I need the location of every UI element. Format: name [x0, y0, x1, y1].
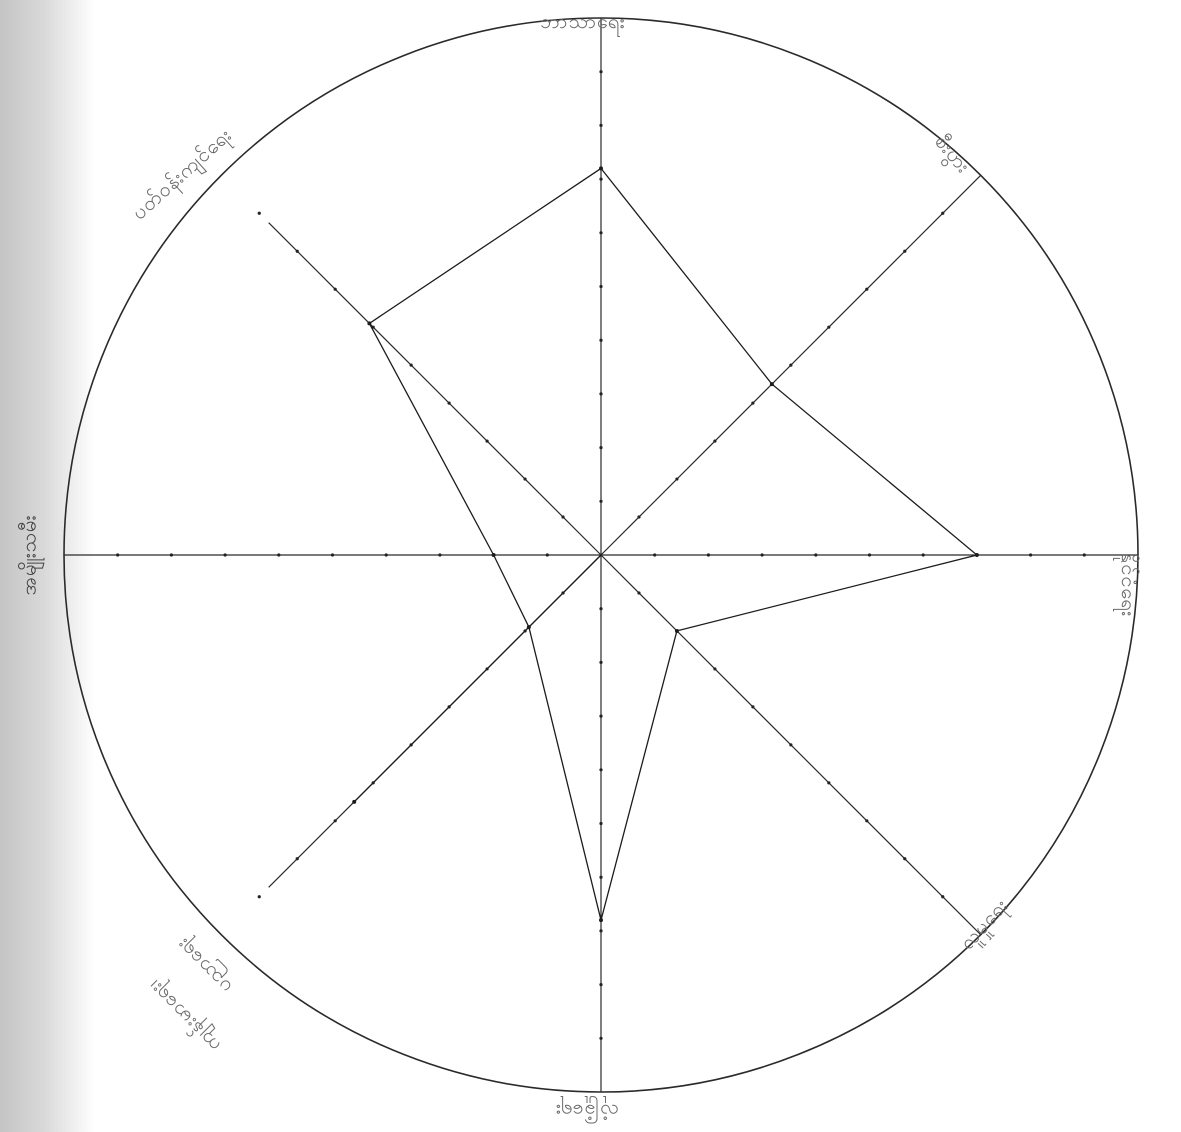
axis-tick-0-1 [599, 499, 603, 503]
axis-tick-7-4 [447, 401, 451, 405]
axis-tick-4-4 [599, 768, 603, 772]
axis-tick-2-3 [760, 553, 764, 557]
axis-tick-4-6 [599, 875, 603, 879]
axis-tick-3-9 [941, 895, 945, 899]
axis-tick-1-5 [789, 363, 793, 367]
axis-tick-1-8 [903, 249, 907, 253]
axis-tick-7-8 [295, 249, 299, 253]
axis-label-top: ဘာသာရေး [540, 9, 626, 33]
axis-tick-2-1 [653, 553, 657, 557]
axis-tick-0-4 [599, 338, 603, 342]
axis-tick-4-8 [599, 983, 603, 987]
axis-tick-3-8 [903, 857, 907, 861]
series-line-1 [353, 554, 602, 803]
series-0-point-1 [769, 382, 774, 387]
series-0-point-0 [599, 166, 603, 171]
axis-tick-0-8 [599, 123, 603, 127]
series-0-point-6 [491, 553, 496, 557]
axis-tick-4-9 [599, 1036, 603, 1040]
axis-tick-6-1 [545, 553, 549, 557]
axis-tick-0-3 [599, 392, 603, 396]
series-1-point-5 [352, 799, 357, 804]
series-0-point-2 [974, 553, 979, 557]
axis-tick-0-9 [599, 70, 603, 74]
axis-tick-1-4 [751, 401, 755, 405]
axis-tick-1-6 [827, 325, 831, 329]
axis-tick-6-6 [277, 553, 281, 557]
axis-tick-5-7 [333, 819, 337, 823]
axis-tick-4-5 [599, 821, 603, 826]
axis-tick-4-3 [599, 714, 603, 718]
axis-label-right: နိုင်ငံရေး [1116, 553, 1141, 617]
axis-tick-6-9 [116, 553, 120, 557]
axis-tick-4-7 [599, 929, 603, 933]
axis-tick-7-1 [561, 515, 565, 519]
axis-tick-2-8 [1029, 553, 1033, 557]
axis-tick-1-1 [637, 515, 641, 519]
series-0-point-7 [367, 321, 372, 326]
axis-tick-1-9 [941, 211, 945, 215]
axis-tick-7-7 [333, 287, 337, 291]
axis-tick-1-3 [713, 439, 717, 443]
axis-tick-1-2 [675, 477, 679, 481]
axis-tick-4-1 [599, 607, 603, 611]
axis-label-bottom: လုံခြုံရေး [555, 1100, 619, 1124]
axis-label-left: အမျိုးသမီး [16, 514, 41, 596]
scan-shadow-edge [0, 0, 95, 1132]
axis-tick-6-7 [223, 553, 227, 557]
axis-tick-2-6 [921, 553, 925, 557]
axis-tick-5-9 [257, 895, 261, 899]
axis-tick-6-5 [330, 553, 335, 557]
axis-tick-7-5 [409, 363, 413, 367]
axis-tick-6-3 [438, 553, 442, 557]
series-line-0 [368, 167, 979, 921]
axis-tick-2-9 [1082, 553, 1086, 557]
axis-tick-3-6 [827, 781, 831, 785]
axis-tick-3-5 [789, 743, 793, 747]
axis-tick-3-3 [713, 667, 717, 671]
series-0-point-3 [674, 628, 679, 633]
axis-tick-7-3 [485, 439, 489, 443]
axis-tick-6-8 [169, 553, 173, 557]
axis-tick-4-2 [599, 660, 603, 665]
axis-tick-7-9 [257, 211, 261, 215]
axis-tick-3-4 [751, 705, 755, 709]
axis-tick-6-4 [384, 553, 388, 557]
axis-tick-2-5 [867, 553, 872, 557]
axis-line-7 [268, 222, 602, 556]
axis-tick-0-5 [599, 284, 603, 289]
axis-tick-3-7 [865, 819, 869, 823]
axis-tick-0-6 [599, 231, 603, 235]
axis-tick-7-2 [523, 477, 527, 481]
series-0-point-4 [599, 918, 603, 923]
axis-tick-0-2 [599, 446, 603, 450]
series-layer [352, 166, 979, 923]
axis-tick-3-1 [637, 591, 641, 595]
axis-tick-1-7 [865, 287, 869, 291]
axis-tick-2-2 [706, 553, 711, 557]
axis-tick-5-8 [295, 857, 299, 861]
axis-tick-0-7 [599, 177, 603, 181]
axis-tick-2-4 [814, 553, 818, 557]
